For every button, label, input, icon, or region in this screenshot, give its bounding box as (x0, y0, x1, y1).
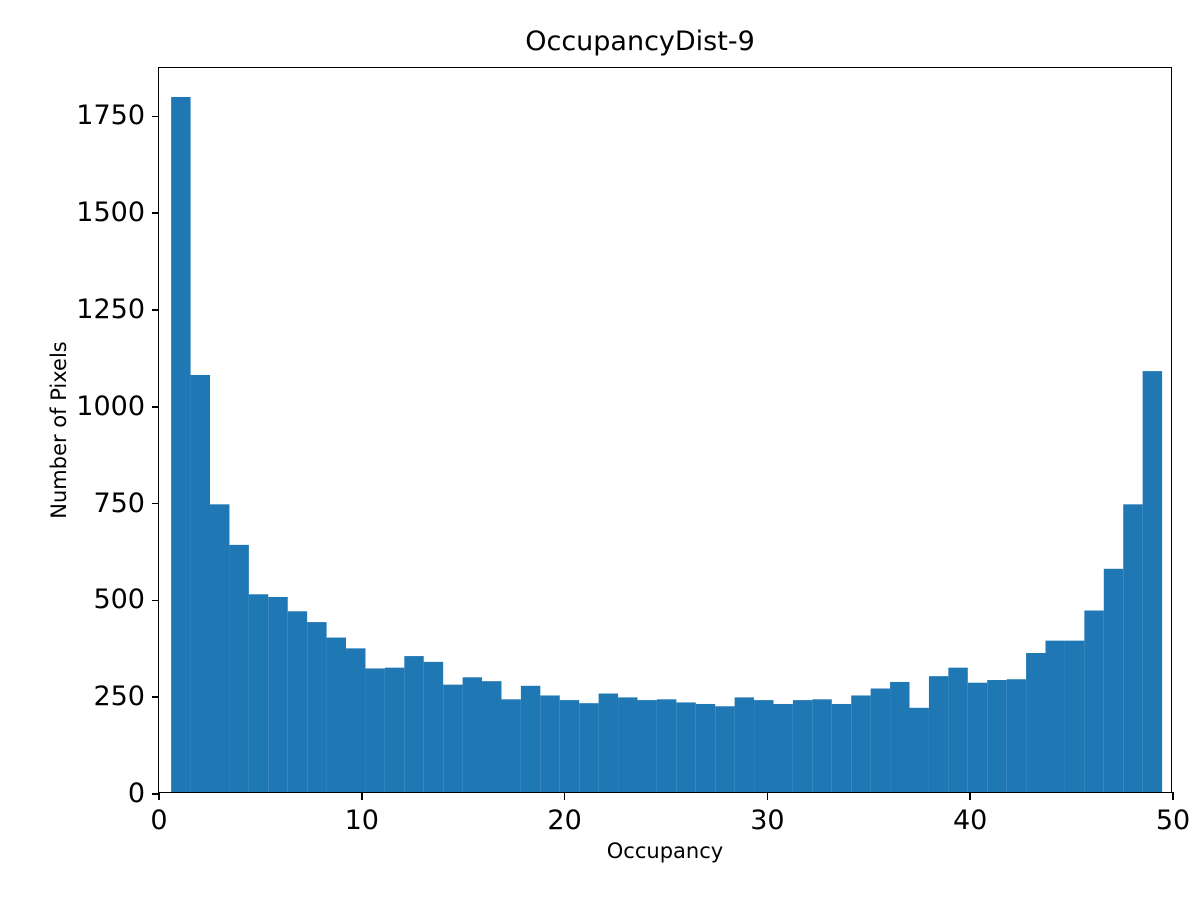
histogram-bar (482, 681, 502, 792)
histogram-bar (890, 681, 910, 792)
histogram-bar (1026, 652, 1046, 792)
y-tick-label: 1250 (76, 294, 145, 325)
histogram-bar (384, 667, 405, 792)
histogram-bar (656, 699, 677, 792)
histogram-bar (851, 695, 871, 792)
x-tick-label: 40 (953, 805, 988, 836)
y-tick-label: 1750 (76, 100, 145, 132)
histogram-bar (948, 667, 968, 792)
x-tick-label: 0 (150, 805, 168, 836)
histogram-bar (1045, 640, 1065, 792)
histogram-bar (248, 594, 269, 792)
y-tick-mark (151, 212, 159, 214)
histogram-bar (540, 695, 560, 792)
x-tick-mark (1172, 792, 1174, 800)
x-tick-mark (361, 792, 363, 800)
histogram-bar (1084, 610, 1104, 792)
histogram-bar (190, 374, 211, 792)
y-tick-mark (151, 309, 159, 311)
histogram-bar (579, 703, 599, 792)
histogram-bar (346, 648, 366, 792)
y-tick-label: 750 (93, 487, 145, 519)
y-axis-label: Number of Pixels (47, 341, 71, 519)
histogram-bar (443, 684, 463, 792)
y-tick-label: 500 (93, 584, 145, 616)
histogram-bar (676, 702, 696, 792)
histogram-bar (1123, 504, 1143, 792)
histogram-bar (520, 685, 541, 792)
histogram-bar (268, 596, 288, 792)
histogram-bar (365, 668, 385, 792)
y-tick-label: 1500 (76, 197, 145, 229)
histogram-bar (715, 706, 735, 792)
y-tick-mark (151, 406, 159, 408)
histogram-bar (754, 700, 774, 792)
histogram-bar (559, 700, 580, 792)
x-axis-label: Occupancy (606, 839, 724, 863)
histogram-bar (831, 703, 852, 792)
histogram-bar (326, 637, 347, 792)
histogram-bar (423, 661, 444, 792)
plot-axes: 0 250 500 750 1000 1250 1500 1750 0 10 20 30 40 50 (76, 67, 1190, 836)
x-tick-label: 30 (750, 805, 785, 836)
y-tick-label: 0 (127, 778, 145, 809)
histogram-bar (287, 611, 308, 792)
histogram-bar (695, 703, 716, 792)
y-tick-label: 1000 (76, 390, 145, 422)
histogram-bar (462, 677, 483, 792)
histogram-bar (1142, 371, 1163, 792)
histogram-bar (928, 676, 949, 792)
plot-area (159, 68, 1171, 792)
histogram-bar (501, 699, 521, 792)
chart-title: OccupancyDist-9 (525, 26, 755, 57)
histogram-bars (171, 96, 1163, 792)
histogram-bar (812, 699, 832, 792)
histogram-bar (734, 697, 755, 792)
y-tick-mark (151, 696, 159, 698)
y-tick-mark (151, 793, 159, 795)
x-tick-label: 10 (344, 805, 379, 836)
histogram-bar (1064, 640, 1085, 792)
histogram-bar (1103, 568, 1124, 792)
histogram-bar (792, 700, 813, 792)
x-tick-mark (969, 792, 971, 800)
histogram-bar (404, 656, 424, 792)
x-tick-mark (563, 792, 566, 800)
y-tick-mark (151, 599, 159, 602)
histogram-bar (967, 682, 988, 792)
histogram-bar (870, 688, 891, 792)
histogram-bar (229, 544, 249, 792)
x-tick-label: 20 (547, 805, 582, 836)
x-tick-mark (158, 792, 160, 800)
histogram-bar (598, 693, 619, 792)
histogram-bar (773, 703, 793, 792)
histogram-bar (307, 622, 327, 792)
y-tick-mark (151, 115, 159, 118)
x-tick-label: 50 (1155, 805, 1191, 836)
histogram-bar (909, 707, 929, 792)
y-tick-label: 250 (93, 681, 145, 713)
histogram-bar (987, 680, 1007, 792)
histogram-bar (618, 697, 638, 792)
histogram-bar (171, 96, 191, 792)
histogram-bar (210, 504, 230, 792)
histogram-bar (1006, 679, 1027, 792)
y-tick-mark (151, 502, 159, 505)
x-tick-mark (766, 792, 769, 800)
histogram-bar (637, 700, 657, 792)
